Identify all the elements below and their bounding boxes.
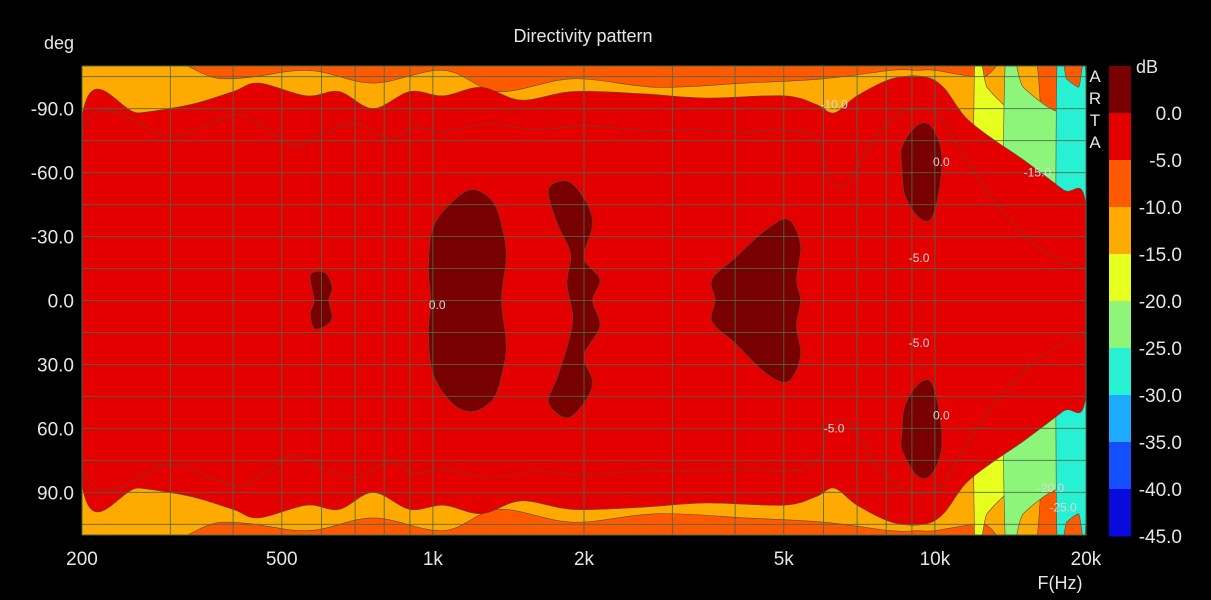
x-tick-label: 20k xyxy=(1071,549,1102,570)
x-tick-label: 2k xyxy=(574,549,595,570)
colorbar-swatch xyxy=(1109,66,1131,114)
y-tick-label: -90.0 xyxy=(31,100,74,121)
colorbar-unit: dB xyxy=(1136,57,1158,77)
brand-letter: A xyxy=(1089,133,1101,152)
colorbar-tick-label: -15.0 xyxy=(1139,245,1182,266)
colorbar-tick-label: -40.0 xyxy=(1139,480,1182,501)
x-tick-label: 10k xyxy=(920,549,951,570)
y-tick-label: 60.0 xyxy=(37,419,74,440)
brand-letter: T xyxy=(1090,111,1100,130)
colorbar-swatch xyxy=(1109,489,1131,537)
x-tick-label: 1k xyxy=(423,549,444,570)
y-tick-label: -60.0 xyxy=(31,164,74,185)
x-axis-ticks: 200 500 1k 2k 5k 10k 20k xyxy=(66,549,1102,570)
contour-label: 0.0 xyxy=(933,409,950,423)
colorbar-swatch xyxy=(1109,348,1131,396)
y-tick-label: 0.0 xyxy=(48,292,74,313)
colorbar-swatch xyxy=(1109,442,1131,490)
colorbar-tick-label: -20.0 xyxy=(1139,292,1182,313)
brand-letter: R xyxy=(1089,89,1101,108)
y-axis-unit: deg xyxy=(44,33,74,53)
y-tick-label: -30.0 xyxy=(31,228,74,249)
contour-labels: 0.0 0.0 0.0 -5.0 -5.0 -5.0 -10.0 -15.0 -20.0 -25.… xyxy=(429,97,1077,514)
colorbar: 0.0 -5.0 -10.0 -15.0 -20.0 -25.0 -30.0 -35.0 -40… xyxy=(1109,66,1182,548)
x-tick-label: 500 xyxy=(266,549,298,570)
contour-label: -15.0 xyxy=(1024,166,1052,180)
contour-label: 0.0 xyxy=(429,298,446,312)
contour-label: -20.0 xyxy=(1037,481,1065,495)
colorbar-swatch xyxy=(1109,207,1131,255)
colorbar-tick-label: -45.0 xyxy=(1139,527,1182,548)
contour-label: -25.0 xyxy=(1049,500,1077,514)
contour-label: 0.0 xyxy=(933,155,950,169)
colorbar-swatch xyxy=(1109,254,1131,302)
contour-region xyxy=(900,122,943,222)
y-tick-label: 30.0 xyxy=(37,355,74,376)
x-tick-label: 200 xyxy=(66,549,98,570)
colorbar-swatch xyxy=(1109,301,1131,349)
plot-frame xyxy=(81,65,1087,536)
colorbar-tick-label: -10.0 xyxy=(1139,198,1182,219)
brand-letter: A xyxy=(1089,67,1101,86)
x-axis-unit: F(Hz) xyxy=(1038,573,1083,593)
contour-label: -5.0 xyxy=(824,421,845,435)
colorbar-tick-label: -5.0 xyxy=(1149,151,1182,172)
y-tick-label: 90.0 xyxy=(37,483,74,504)
contour-label: -5.0 xyxy=(909,336,930,350)
contour-label: -5.0 xyxy=(909,251,930,265)
contour-region xyxy=(900,379,943,479)
contour-label: -10.0 xyxy=(820,97,848,111)
colorbar-tick-label: -25.0 xyxy=(1139,339,1182,360)
colorbar-swatch xyxy=(1109,160,1131,208)
x-tick-label: 5k xyxy=(774,549,795,570)
chart-title: Directivity pattern xyxy=(513,26,652,46)
colorbar-swatch xyxy=(1109,395,1131,443)
colorbar-tick-label: 0.0 xyxy=(1156,104,1182,125)
contour-region xyxy=(548,180,601,419)
colorbar-tick-label: -30.0 xyxy=(1139,386,1182,407)
colorbar-tick-label: -35.0 xyxy=(1139,433,1182,454)
y-axis-ticks: -90.0 -60.0 -30.0 0.0 30.0 60.0 90.0 xyxy=(31,100,74,505)
colorbar-swatch xyxy=(1109,113,1131,161)
